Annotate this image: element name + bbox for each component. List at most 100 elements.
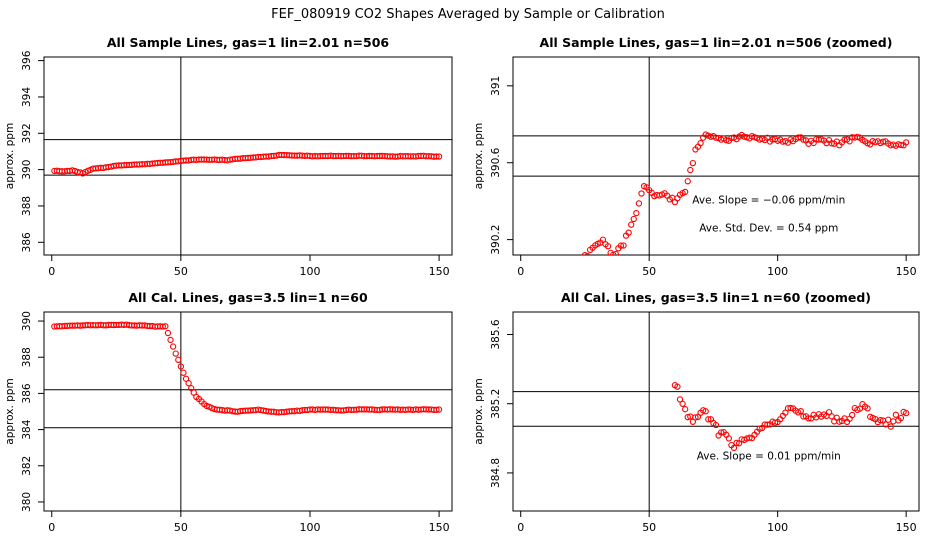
y-axis-label: approx. ppm <box>473 378 485 444</box>
data-point <box>712 421 720 429</box>
y-tick-label: 388 <box>21 347 33 367</box>
data-point <box>849 411 856 419</box>
x-tick-label: 0 <box>517 521 524 534</box>
annotation: Ave. Slope = 0.01 ppm/min <box>697 450 841 462</box>
data-point <box>577 259 582 264</box>
data-point <box>572 272 577 277</box>
data-point <box>528 277 533 282</box>
data-point <box>433 406 440 413</box>
data-point <box>887 423 894 430</box>
panel-title: All Sample Lines, gas=1 lin=2.01 n=506 (… <box>540 35 893 50</box>
data-point <box>581 254 583 255</box>
panel-title: All Sample Lines, gas=1 lin=2.01 n=506 <box>107 35 390 50</box>
data-point <box>682 188 689 196</box>
data-point <box>725 435 732 442</box>
data-point <box>159 323 166 330</box>
plot-frame <box>512 311 920 512</box>
data-point <box>633 209 640 217</box>
y-tick-label: 380 <box>21 492 33 512</box>
data-point <box>567 274 572 279</box>
y-tick-label: 390.2 <box>490 225 502 255</box>
data-point <box>162 323 169 330</box>
y-tick-label: 390 <box>21 311 33 331</box>
y-tick-label: 386 <box>21 383 33 403</box>
y-tick-label: 385.6 <box>490 319 502 349</box>
x-tick-label: 50 <box>642 521 656 534</box>
data-point <box>167 336 174 344</box>
data-point <box>787 404 794 412</box>
x-tick-label: 0 <box>48 521 55 534</box>
data-point <box>552 277 557 282</box>
data-point <box>175 356 182 363</box>
data-point <box>828 413 835 420</box>
data-point <box>864 405 871 412</box>
data-point <box>674 383 681 390</box>
data-points <box>51 321 443 416</box>
data-point <box>836 418 843 425</box>
data-point <box>570 273 575 278</box>
data-point <box>612 250 619 255</box>
data-point <box>892 411 900 418</box>
plot-frame <box>43 311 453 512</box>
x-tick-label: 0 <box>517 265 524 278</box>
x-tick-label: 100 <box>299 521 320 534</box>
panel-3: All Cal. Lines, gas=3.5 lin=1 n=60 0 50 100… <box>4 290 453 534</box>
data-point <box>723 137 730 144</box>
data-point <box>549 275 554 280</box>
data-point <box>554 277 559 282</box>
data-point <box>730 444 738 452</box>
data-point <box>746 434 753 441</box>
data-point <box>635 200 643 207</box>
data-point <box>599 236 607 243</box>
data-point <box>771 419 779 426</box>
y-tick-label: 384.8 <box>490 458 502 488</box>
data-point <box>559 275 564 280</box>
data-point <box>628 221 635 228</box>
x-tick-label: 150 <box>429 265 450 278</box>
data-point <box>856 405 864 412</box>
data-point <box>625 229 632 236</box>
data-point <box>679 400 686 407</box>
data-point <box>169 343 177 350</box>
data-point <box>185 380 192 387</box>
y-tick-label: 384 <box>21 419 33 439</box>
y-tick-label: 382 <box>21 456 33 476</box>
data-point <box>575 265 580 270</box>
data-point <box>702 408 709 415</box>
x-tick-label: 100 <box>767 265 788 278</box>
data-point <box>620 242 627 249</box>
y-tick-label: 386 <box>21 232 33 252</box>
data-point <box>682 406 689 413</box>
data-point <box>180 369 187 376</box>
y-tick-label: 392 <box>21 123 33 143</box>
x-tick-label: 0 <box>48 265 55 278</box>
data-point <box>697 140 704 147</box>
data-point <box>676 396 684 403</box>
data-point <box>684 178 691 185</box>
data-point <box>897 141 905 149</box>
data-point <box>526 277 531 282</box>
x-tick-label: 50 <box>642 265 656 278</box>
data-point <box>689 159 697 167</box>
data-point <box>534 275 539 280</box>
data-point <box>562 273 567 278</box>
data-point <box>692 414 699 421</box>
y-tick-label: 396 <box>21 50 33 70</box>
data-point <box>805 415 812 422</box>
data-point <box>903 139 910 146</box>
panel-1: All Sample Lines, gas=1 lin=2.01 n=506 0 5… <box>4 35 453 278</box>
annotation: Ave. Slope = −0.06 ppm/min <box>692 195 845 207</box>
data-points <box>671 382 910 452</box>
y-axis-label: approx. ppm <box>4 378 16 444</box>
data-point <box>717 429 725 436</box>
panel-title: All Cal. Lines, gas=3.5 lin=1 n=60 (zoom… <box>561 290 871 305</box>
data-point <box>164 329 172 337</box>
data-point <box>751 134 758 141</box>
data-point <box>617 242 625 249</box>
data-point <box>885 416 892 423</box>
data-point <box>190 389 197 396</box>
data-point <box>764 421 771 428</box>
y-tick-label: 390.6 <box>490 147 502 177</box>
data-point <box>897 414 905 422</box>
